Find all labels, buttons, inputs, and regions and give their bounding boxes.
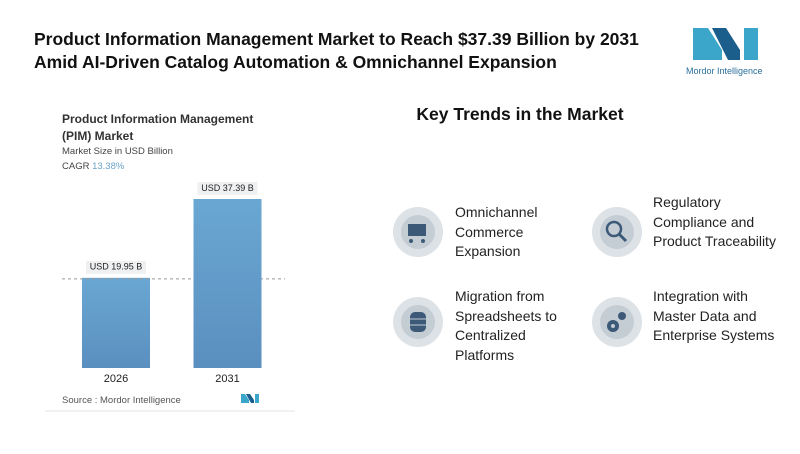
value-label-box [86, 260, 146, 274]
logo [693, 28, 758, 60]
source: Source : Mordor Intelligence [62, 395, 181, 406]
bar [82, 277, 150, 368]
x-tick-label: 2026 [104, 373, 128, 385]
cagr: CAGR 13.38% [62, 161, 124, 172]
cagr-value: 13.38% [92, 161, 125, 172]
trend-item: Omnichannel Commerce Expansion [455, 204, 538, 259]
cagr-label: CAGR [62, 161, 90, 172]
trends-title: Key Trends in the Market [416, 104, 624, 124]
chart-title: Product Information Management (PIM) Mar… [62, 112, 254, 143]
trend-item: Integration with Master Data and Enterpr… [653, 288, 775, 343]
value-label: USD 37.39 B [201, 183, 254, 193]
database-icon [393, 297, 443, 347]
value-label: USD 19.95 B [90, 262, 143, 272]
icons [393, 207, 642, 347]
x-tick-label: 2031 [215, 373, 239, 385]
trend-item: Migration from Spreadsheets to Centraliz… [455, 288, 557, 363]
gears-icon [592, 297, 642, 347]
chart-subtitle: Market Size in USD Billion [62, 146, 173, 157]
bar-chart: USD 19.95 B 2026 USD 37.39 B 2031 [62, 182, 285, 385]
trend-item: Regulatory Compliance and Product Tracea… [653, 194, 776, 249]
bar [193, 199, 262, 368]
page-title: Product Information Management Market to… [34, 29, 639, 72]
mini-logo [241, 394, 259, 403]
logo-text: Mordor Intelligence [686, 66, 763, 76]
value-label-box [197, 182, 258, 195]
search-icon [592, 207, 642, 257]
cart-icon [393, 207, 443, 257]
